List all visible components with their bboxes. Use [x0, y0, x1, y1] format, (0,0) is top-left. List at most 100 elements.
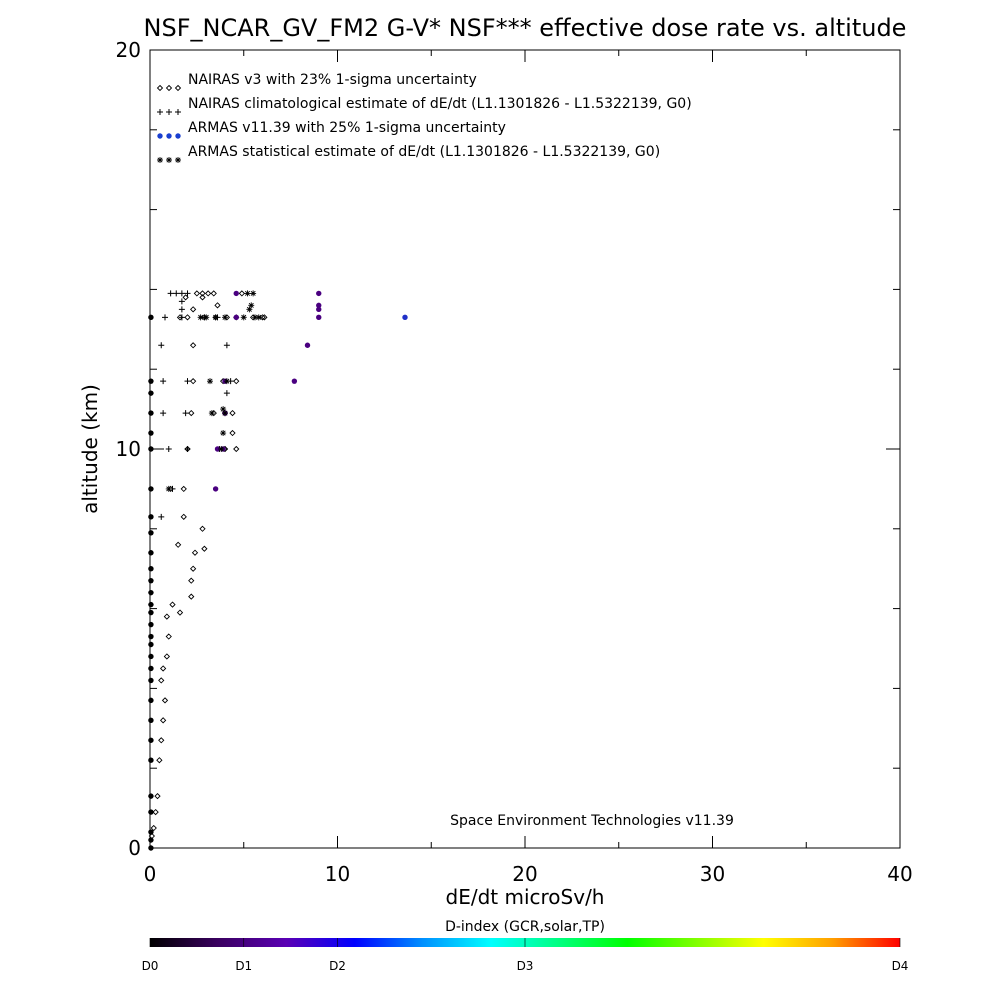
data-point-series-3	[148, 430, 154, 436]
data-point-series-1	[259, 314, 266, 321]
legend-marker	[156, 84, 164, 92]
data-point-series-1	[188, 409, 195, 417]
legend-marker	[166, 109, 172, 115]
y-tick-label: 20	[116, 38, 141, 62]
data-point-series-3	[233, 290, 239, 297]
data-point-series-1	[199, 294, 206, 301]
data-point-series-4	[240, 314, 247, 321]
data-point-series-1	[159, 665, 167, 672]
axis-ticks	[149, 49, 901, 849]
data-point-series-2	[178, 314, 185, 321]
legend-item-2: NAIRAS climatological estimate of dE/dt …	[157, 96, 692, 115]
y-tick-label: 0	[128, 836, 141, 860]
data-point-series-3	[148, 793, 154, 799]
data-point-series-1	[193, 290, 201, 297]
data-point-series-3	[316, 306, 322, 313]
data-point-series-3	[148, 641, 154, 648]
data-point-series-3	[291, 378, 298, 384]
data-point-series-3	[148, 601, 154, 608]
data-point-series-4	[244, 290, 251, 297]
x-axis-label: dE/dt microSv/h	[446, 885, 605, 909]
legend-marker	[175, 109, 181, 115]
data-point-series-2	[178, 298, 185, 305]
legend-marker	[175, 133, 181, 139]
data-point-series-3	[212, 486, 219, 492]
plot-frame	[149, 49, 901, 849]
data-point-series-3	[148, 757, 154, 763]
data-point-series-1	[154, 792, 161, 800]
colorbar-tick-label: D4	[892, 959, 909, 973]
data-point-series-3	[148, 514, 154, 520]
legend-marker	[157, 109, 163, 115]
axis-tick-labels: 0 10 20 30 40 0 10 20	[116, 38, 913, 886]
colorbar-title: D-index (GCR,solar,TP)	[445, 919, 605, 935]
data-point-series-2	[173, 290, 180, 297]
data-point-series-4	[207, 378, 213, 385]
data-point-series-1	[158, 737, 165, 744]
data-point-series-3	[304, 342, 311, 348]
data-point-series-2	[158, 513, 165, 520]
x-tick-label: 40	[887, 862, 912, 886]
data-point-series-3	[148, 621, 154, 628]
data-point-series-4	[252, 314, 258, 321]
legend-marker	[165, 84, 173, 92]
data-point-series-1	[165, 633, 172, 640]
data-point-series-3	[148, 809, 154, 815]
data-point-series-1	[191, 549, 199, 556]
x-tick-label: 20	[512, 862, 537, 886]
data-point-series-1	[182, 294, 189, 301]
data-point-series-4	[203, 314, 210, 321]
data-point-series-3	[148, 677, 154, 684]
data-point-series-3	[148, 609, 154, 616]
colorbar-tick-label: D0	[142, 959, 159, 973]
data-point-series-2	[184, 290, 191, 297]
data-point-series-4	[222, 314, 228, 321]
data-points	[148, 290, 408, 851]
data-point-series-1	[199, 525, 206, 532]
data-point-series-1	[158, 677, 165, 684]
chart-title: NSF_NCAR_GV_FM2 G-V* NSF*** effective do…	[144, 14, 907, 42]
data-point-series-1	[229, 429, 236, 437]
data-point-series-3	[148, 314, 154, 321]
data-point-series-3	[148, 633, 154, 640]
data-point-series-1	[210, 290, 217, 297]
data-point-series-4	[212, 314, 219, 321]
legend-item-3: ARMAS v11.39 with 25% 1-sigma uncertaint…	[157, 120, 506, 139]
data-point-series-1	[161, 697, 169, 704]
legend: NAIRAS v3 with 23% 1-sigma uncertainty NA…	[156, 72, 692, 163]
data-point-series-1	[233, 378, 240, 385]
data-point-series-3	[148, 390, 154, 396]
legend-marker	[166, 133, 172, 139]
data-point-series-4	[223, 378, 230, 385]
data-point-series-2	[184, 378, 191, 385]
data-point-series-4	[220, 430, 227, 437]
legend-label: ARMAS v11.39 with 25% 1-sigma uncertaint…	[188, 120, 506, 136]
data-point-series-1	[188, 593, 195, 600]
legend-marker	[166, 157, 172, 163]
data-point-series-1	[238, 290, 246, 297]
data-point-series-2	[167, 290, 174, 297]
data-point-series-1	[204, 290, 212, 297]
data-point-series-1	[199, 290, 206, 297]
data-point-series-3	[148, 566, 154, 572]
data-point-series-2	[178, 290, 185, 297]
data-point-series-2	[182, 410, 189, 417]
data-point-series-3	[148, 737, 154, 743]
data-point-series-1	[176, 609, 184, 616]
data-point-series-2	[223, 390, 230, 397]
data-point-series-1	[156, 757, 163, 764]
legend-item-4: ARMAS statistical estimate of dE/dt (L1.…	[157, 144, 660, 163]
data-point-series-3	[148, 845, 154, 851]
data-point-series-1	[169, 601, 176, 608]
data-point-series-3	[148, 530, 154, 536]
data-point-series-3	[148, 550, 154, 556]
data-point-series-1	[180, 513, 187, 520]
data-point-series-4	[165, 485, 172, 492]
data-point-series-4	[208, 410, 215, 417]
data-point-series-3	[148, 378, 154, 384]
data-point-series-3	[148, 837, 154, 843]
data-point-series-1	[261, 314, 268, 321]
credit-text: Space Environment Technologies v11.39	[450, 813, 734, 829]
data-point-series-4	[222, 410, 228, 417]
